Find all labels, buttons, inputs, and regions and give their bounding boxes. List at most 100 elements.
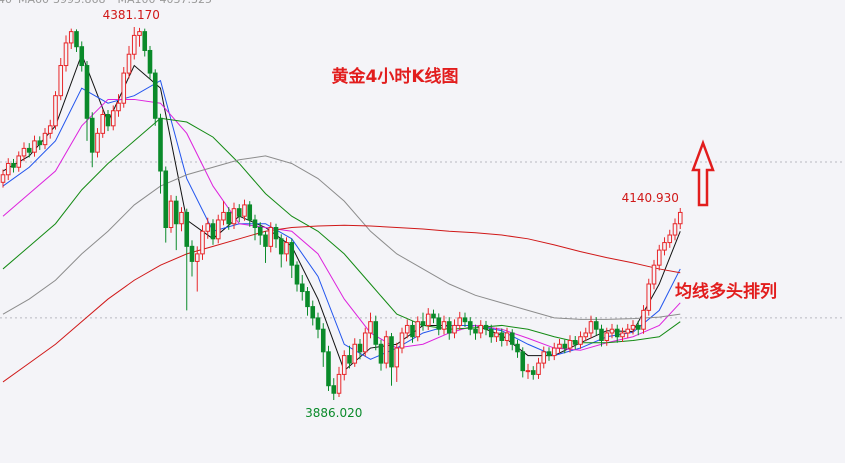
candle-body — [257, 227, 263, 236]
candle-body — [625, 328, 631, 334]
candle-body — [656, 249, 662, 266]
candle-body — [53, 95, 58, 127]
candle-body — [614, 328, 620, 338]
candle-body — [331, 385, 337, 394]
candle-body — [184, 211, 190, 247]
candle-body — [37, 140, 43, 146]
legend-name: MA100 — [118, 0, 156, 6]
candle-body — [457, 317, 463, 326]
candle-body — [163, 170, 169, 229]
candle-body — [315, 317, 321, 330]
candle-body — [11, 162, 16, 168]
candle-body — [441, 321, 447, 330]
candle-body — [488, 328, 494, 338]
candle-body — [21, 147, 27, 157]
ma-line — [2, 224, 681, 383]
candle-body — [0, 174, 6, 183]
candle-body — [630, 324, 636, 330]
candle-body — [200, 230, 205, 255]
candle-body — [100, 114, 106, 134]
candle-body — [294, 264, 300, 285]
candle-body — [572, 340, 578, 345]
candle-body — [378, 343, 384, 364]
candle-body — [299, 283, 305, 293]
price-label: 4381.170 — [103, 8, 160, 22]
candle-body — [431, 313, 436, 319]
candle-body — [662, 242, 667, 251]
candle-body — [32, 140, 37, 153]
candle-body — [525, 370, 531, 373]
candle-body — [95, 132, 100, 153]
candle-body — [126, 53, 132, 74]
candle-body — [158, 117, 163, 172]
candle-body — [289, 242, 295, 266]
candle-body — [467, 321, 473, 330]
candle-body — [247, 204, 253, 221]
candle-body — [609, 328, 615, 334]
candle-body — [504, 332, 510, 342]
candle-body — [205, 223, 211, 232]
legend: 40 MA60 3995.868 MA100 4037.325 — [0, 0, 212, 6]
candle-body — [651, 264, 657, 285]
legend-name: MA60 — [18, 0, 49, 6]
candle-body — [42, 132, 48, 146]
candle-body — [84, 65, 90, 119]
candle-body — [263, 234, 268, 247]
candle-body — [588, 321, 594, 334]
candle-body — [667, 234, 673, 244]
candle-body — [557, 343, 562, 349]
legend-fragment: 40 — [0, 0, 12, 6]
candle-body — [221, 211, 226, 221]
candle-body — [79, 46, 85, 67]
candle-body — [646, 283, 652, 311]
candle-body — [373, 321, 379, 345]
candle-body — [536, 362, 541, 375]
candle-body — [226, 211, 232, 225]
candle-body — [131, 34, 137, 55]
candle-body — [368, 321, 373, 334]
candle-body — [425, 313, 431, 326]
candle-body — [446, 321, 452, 334]
candle-body — [152, 72, 158, 119]
up-arrow — [691, 139, 715, 207]
candle-body — [499, 332, 505, 342]
candle-body — [583, 332, 589, 338]
candle-body — [284, 242, 289, 255]
candle-body — [620, 332, 625, 338]
candle-body — [236, 208, 242, 217]
candle-body — [74, 31, 79, 48]
candle-body — [410, 324, 415, 338]
candle-body — [252, 219, 258, 229]
candle-body — [5, 162, 11, 176]
candle-body — [478, 324, 484, 334]
candle-body — [593, 321, 599, 330]
candle-body — [147, 49, 153, 74]
candle-body — [352, 343, 358, 364]
candles — [0, 26, 683, 401]
candle-body — [494, 332, 499, 338]
candle-body — [578, 336, 583, 345]
candle-body — [341, 355, 347, 375]
candle-body — [515, 343, 520, 353]
candle-body — [142, 31, 148, 51]
legend-value: 4037.325 — [160, 0, 213, 6]
candle-body — [173, 200, 179, 225]
candle-body — [641, 309, 646, 330]
candle-body — [520, 351, 526, 372]
price-label: 3886.020 — [305, 406, 362, 420]
candle-body — [357, 343, 363, 353]
candle-body — [530, 370, 536, 375]
candle-body — [16, 155, 22, 168]
ma-line — [2, 98, 681, 351]
price-label: 4140.930 — [622, 191, 679, 205]
candle-body — [189, 245, 195, 262]
candle-body — [179, 211, 184, 225]
candle-body — [194, 253, 200, 262]
candle-body — [473, 328, 478, 334]
candle-body — [210, 223, 216, 240]
candle-body — [110, 110, 116, 127]
candle-body — [347, 355, 352, 364]
chart-title: 黄金4小时K线图 — [331, 66, 458, 87]
candle-body — [436, 317, 442, 330]
candle-body — [404, 324, 410, 334]
